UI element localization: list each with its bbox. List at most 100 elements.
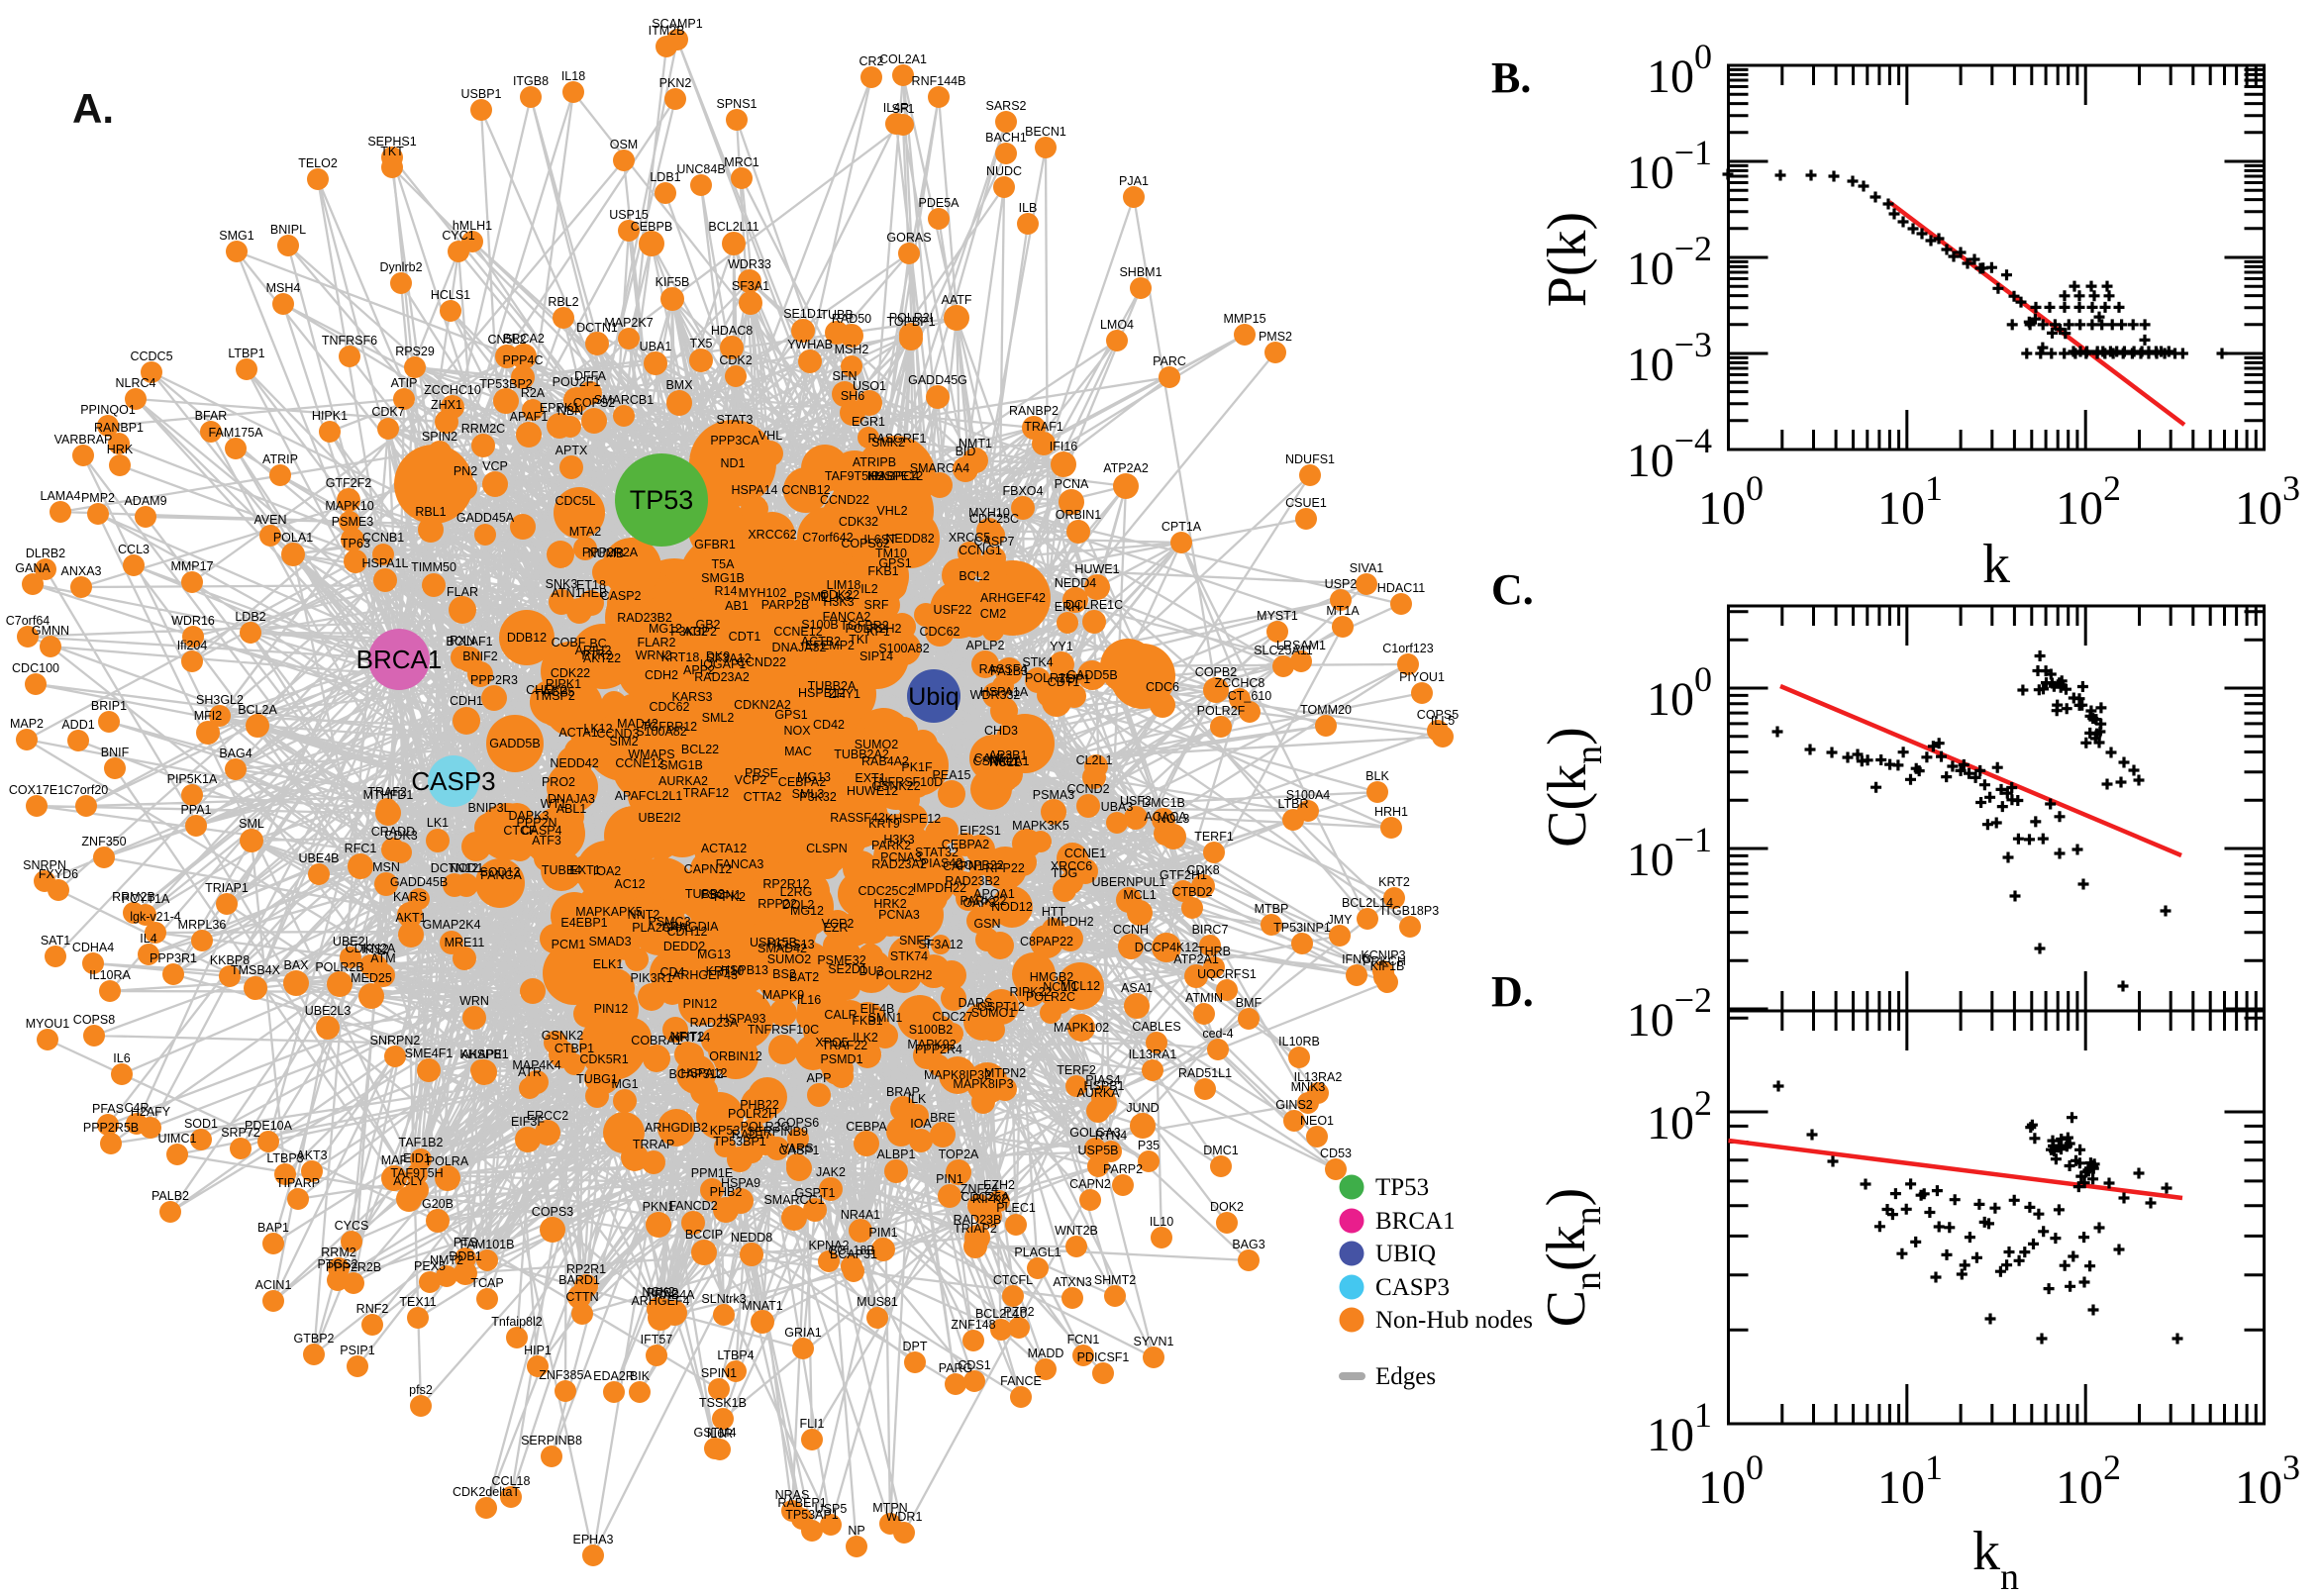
svg-text:EXT1: EXT1 (569, 863, 600, 877)
svg-text:SNRPN2: SNRPN2 (370, 1034, 421, 1047)
svg-text:BLK: BLK (1365, 769, 1389, 783)
svg-text:WDR1: WDR1 (886, 1510, 923, 1524)
svg-text:DEDD2: DEDD2 (663, 940, 705, 953)
svg-text:RANBP2: RANBP2 (1009, 404, 1059, 418)
svg-text:POLR2H: POLR2H (728, 1107, 777, 1121)
svg-text:L2RG: L2RG (780, 885, 813, 899)
svg-text:CCNE12: CCNE12 (615, 756, 663, 770)
svg-text:SML2: SML2 (702, 711, 735, 725)
svg-text:Ubiq: Ubiq (908, 683, 959, 711)
svg-text:PPP3R1: PPP3R1 (150, 951, 197, 965)
svg-text:KHSPE12: KHSPE12 (867, 469, 923, 483)
svg-text:ILB: ILB (1019, 201, 1038, 215)
svg-text:KPNA2: KPNA2 (809, 1239, 850, 1252)
svg-text:HSPA93: HSPA93 (719, 1012, 765, 1026)
svg-text:BCL2A: BCL2A (238, 703, 277, 717)
svg-text:NOL3: NOL3 (1158, 812, 1190, 826)
svg-text:MRC1: MRC1 (724, 155, 758, 169)
svg-text:WMAPS: WMAPS (628, 748, 674, 761)
svg-text:BNIPL: BNIPL (270, 223, 306, 237)
svg-text:IL13RA1: IL13RA1 (1129, 1047, 1177, 1061)
svg-text:lgk-v21-4: lgk-v21-4 (130, 910, 180, 924)
svg-text:CHEK2: CHEK2 (526, 683, 567, 697)
svg-text:NEDD8: NEDD8 (731, 1231, 772, 1245)
svg-text:POLR2C: POLR2C (1026, 990, 1075, 1004)
svg-text:CEBPB: CEBPB (631, 220, 672, 234)
svg-text:MCL12: MCL12 (1060, 979, 1100, 993)
svg-text:WT1: WT1 (541, 797, 566, 811)
svg-text:BCAP31: BCAP31 (830, 1247, 877, 1261)
svg-text:C7orf64: C7orf64 (6, 614, 50, 628)
svg-text:NLRC4: NLRC4 (116, 376, 156, 390)
svg-text:CCNE1: CCNE1 (1064, 847, 1106, 860)
svg-text:Dynlrb2: Dynlrb2 (379, 260, 422, 274)
svg-text:S100B2: S100B2 (909, 1023, 954, 1037)
svg-text:BS2: BS2 (772, 967, 796, 981)
svg-text:PPM1E: PPM1E (691, 1166, 733, 1180)
svg-text:Tnfaip8l2: Tnfaip8l2 (491, 1315, 542, 1329)
svg-text:PPP2N: PPP2N (517, 816, 557, 830)
svg-text:SERPINB8: SERPINB8 (521, 1434, 582, 1447)
svg-text:KRT9: KRT9 (868, 817, 900, 831)
svg-text:VARBRAP: VARBRAP (54, 433, 113, 447)
svg-text:CASP1: CASP1 (779, 1144, 820, 1157)
svg-text:SML: SML (239, 817, 264, 831)
svg-text:RANBP1: RANBP1 (94, 421, 144, 435)
svg-text:MSH2: MSH2 (835, 343, 869, 356)
svg-text:RASSF42: RASSF42 (830, 811, 885, 825)
svg-text:UQCRFS1: UQCRFS1 (1197, 967, 1257, 981)
svg-text:HRH1: HRH1 (1374, 805, 1408, 819)
svg-text:LK12: LK12 (583, 722, 612, 736)
svg-text:PIYOU1: PIYOU1 (1399, 670, 1445, 684)
svg-text:SF3A12: SF3A12 (918, 938, 962, 951)
svg-text:BID: BID (956, 445, 976, 458)
svg-text:SMARCA4: SMARCA4 (910, 461, 969, 475)
svg-text:SMN1: SMN1 (868, 1011, 903, 1025)
svg-text:FKB1: FKB1 (852, 1014, 882, 1028)
svg-text:PSM1: PSM1 (794, 590, 828, 604)
svg-text:DFFA: DFFA (574, 369, 607, 383)
svg-text:HSPA12: HSPA12 (680, 1066, 727, 1080)
svg-text:PSMC3: PSMC3 (648, 915, 690, 929)
svg-text:SUMO2: SUMO2 (855, 738, 899, 751)
svg-text:PJA1: PJA1 (1119, 174, 1149, 188)
svg-text:NEDD4: NEDD4 (1055, 576, 1096, 590)
svg-text:TUBB2A2: TUBB2A2 (834, 748, 889, 761)
svg-text:BCL2L11: BCL2L11 (708, 220, 758, 234)
svg-text:MED25: MED25 (351, 971, 392, 985)
svg-text:GMAP2K4: GMAP2K4 (422, 918, 480, 932)
svg-text:TP63: TP63 (341, 537, 370, 550)
svg-text:POLR2F: POLR2F (1197, 704, 1246, 718)
svg-text:ZHX1: ZHX1 (431, 398, 462, 412)
svg-text:MAPK10: MAPK10 (325, 499, 373, 513)
svg-text:GMNN: GMNN (32, 624, 69, 638)
svg-text:CASP4: CASP4 (522, 824, 562, 838)
svg-text:NBN: NBN (557, 404, 583, 418)
svg-text:APP2: APP2 (683, 663, 715, 677)
svg-text:TGFBR2: TGFBR2 (840, 619, 888, 633)
svg-text:COX17E1: COX17E1 (9, 783, 64, 797)
svg-text:IFNG: IFNG (1342, 952, 1371, 966)
svg-text:AC12: AC12 (614, 877, 645, 891)
svg-text:YWHAB: YWHAB (787, 338, 833, 351)
svg-text:CSUE1: CSUE1 (1285, 496, 1327, 510)
svg-text:ABL1: ABL1 (556, 802, 587, 816)
svg-text:MTHFD1: MTHFD1 (363, 788, 414, 802)
svg-text:CCNE12: CCNE12 (773, 625, 822, 639)
svg-text:SRF: SRF (864, 598, 889, 612)
svg-text:LRSAM1: LRSAM1 (1276, 639, 1326, 652)
svg-text:STK74: STK74 (890, 949, 928, 963)
svg-text:TP53AP1: TP53AP1 (785, 1508, 839, 1522)
svg-text:Non-Hub nodes: Non-Hub nodes (1375, 1307, 1533, 1334)
svg-text:CLSPN: CLSPN (806, 842, 848, 855)
svg-text:WDR33: WDR33 (728, 257, 771, 271)
svg-text:MYH10: MYH10 (968, 506, 1010, 520)
svg-text:CASP2: CASP2 (601, 589, 642, 603)
svg-text:MRPL36: MRPL36 (178, 918, 227, 932)
svg-text:GPS1: GPS1 (878, 556, 911, 570)
svg-text:k: k (1982, 534, 2010, 595)
svg-text:PPA1: PPA1 (180, 803, 211, 817)
svg-text:DAPK3: DAPK3 (509, 809, 550, 823)
svg-text:DNAJA32: DNAJA32 (772, 641, 827, 654)
svg-text:MG1: MG1 (611, 1077, 638, 1091)
